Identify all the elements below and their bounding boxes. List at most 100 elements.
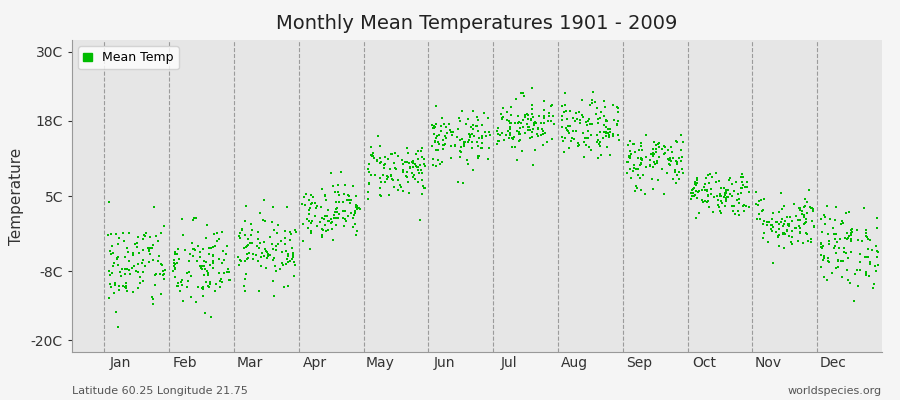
Point — [206, 258, 220, 264]
Point — [245, 227, 259, 234]
Point — [535, 126, 549, 132]
Point — [626, 168, 640, 174]
Point — [777, 245, 791, 252]
Point — [657, 190, 671, 197]
Point — [316, 227, 330, 233]
Point — [176, 232, 190, 238]
Point — [658, 144, 672, 150]
Point — [151, 258, 166, 264]
Point — [639, 164, 653, 170]
Point — [238, 276, 253, 282]
Point — [201, 270, 215, 276]
Point — [850, 267, 864, 273]
Point — [373, 184, 387, 191]
Point — [560, 126, 574, 133]
Point — [153, 270, 167, 277]
Point — [718, 196, 733, 203]
Point — [692, 209, 706, 216]
Point — [454, 108, 469, 114]
Point — [701, 198, 716, 204]
Point — [670, 139, 684, 146]
Point — [700, 187, 715, 193]
Point — [361, 188, 375, 195]
Point — [525, 110, 539, 117]
Point — [690, 189, 705, 195]
Point — [869, 268, 884, 274]
Point — [840, 230, 854, 236]
Point — [202, 262, 217, 268]
Point — [829, 250, 843, 256]
Point — [769, 219, 783, 225]
Point — [166, 259, 181, 266]
Point — [702, 204, 716, 210]
Point — [465, 145, 480, 151]
Point — [516, 124, 530, 130]
Point — [332, 192, 347, 198]
Title: Monthly Mean Temperatures 1901 - 2009: Monthly Mean Temperatures 1901 - 2009 — [276, 14, 678, 33]
Point — [778, 218, 793, 224]
Point — [512, 131, 526, 137]
Point — [277, 241, 292, 248]
Point — [104, 248, 118, 254]
Point — [146, 257, 160, 263]
Point — [662, 156, 676, 163]
Point — [411, 170, 426, 176]
Point — [516, 116, 530, 123]
Point — [868, 263, 883, 269]
Point — [206, 265, 220, 271]
Point — [429, 132, 444, 139]
Point — [302, 218, 316, 224]
Point — [215, 228, 230, 235]
Point — [274, 238, 289, 244]
Point — [859, 254, 873, 260]
Point — [410, 151, 424, 158]
Point — [429, 134, 444, 141]
Point — [777, 221, 791, 228]
Point — [452, 115, 466, 122]
Point — [482, 145, 497, 152]
Point — [628, 183, 643, 189]
Point — [704, 191, 718, 198]
Point — [233, 230, 248, 236]
Point — [385, 176, 400, 182]
Point — [303, 201, 318, 207]
Point — [590, 111, 604, 117]
Point — [425, 121, 439, 128]
Point — [561, 123, 575, 129]
Point — [537, 106, 552, 113]
Point — [406, 174, 420, 180]
Point — [560, 116, 574, 122]
Point — [654, 166, 669, 173]
Point — [734, 185, 749, 191]
Point — [703, 171, 717, 178]
Point — [822, 238, 836, 244]
Point — [348, 202, 363, 209]
Point — [502, 130, 517, 136]
Point — [664, 158, 679, 164]
Point — [850, 237, 865, 243]
Point — [427, 131, 441, 138]
Point — [259, 249, 274, 256]
Point — [329, 204, 344, 211]
Point — [657, 151, 671, 158]
Point — [104, 251, 119, 258]
Point — [344, 210, 358, 216]
Point — [776, 230, 790, 236]
Point — [620, 159, 634, 166]
Point — [176, 298, 190, 304]
Point — [482, 132, 497, 138]
Point — [772, 209, 787, 215]
Point — [791, 223, 806, 229]
Point — [828, 243, 842, 249]
Point — [771, 243, 786, 249]
Point — [321, 207, 336, 213]
Point — [750, 188, 764, 195]
Point — [774, 206, 788, 212]
Point — [203, 279, 218, 285]
Point — [237, 244, 251, 251]
Point — [772, 232, 787, 238]
Point — [508, 144, 523, 150]
Point — [495, 114, 509, 121]
Point — [269, 242, 284, 249]
Point — [793, 228, 807, 235]
